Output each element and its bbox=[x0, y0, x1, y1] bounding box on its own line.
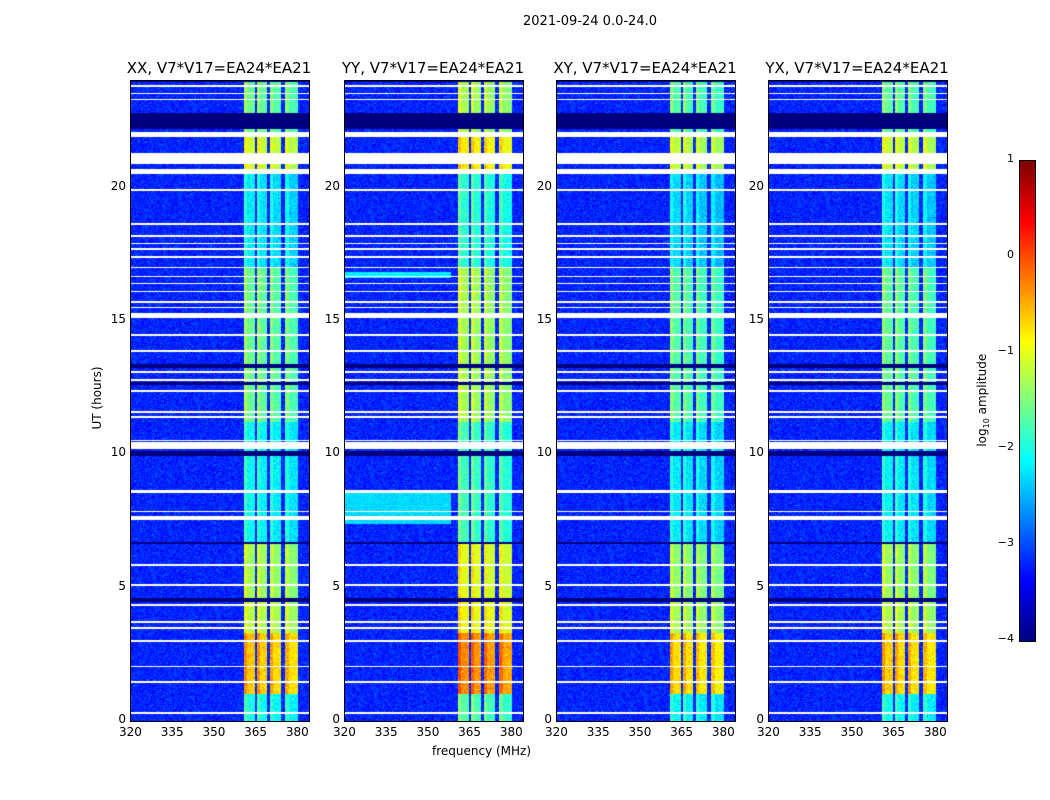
colorbar-label: log10 amplitude bbox=[974, 353, 992, 447]
y-tick-label: 0 bbox=[118, 712, 126, 726]
y-tick-label: 15 bbox=[536, 312, 552, 326]
x-tick-label: 380 bbox=[499, 725, 523, 739]
y-tick-label: 20 bbox=[324, 178, 340, 193]
x-tick-label: 350 bbox=[202, 725, 226, 739]
x-tick-label: 365 bbox=[670, 725, 694, 739]
y-tick-label: 5 bbox=[756, 578, 764, 593]
y-tick-label: 5 bbox=[332, 578, 340, 593]
x-tick-label: 380 bbox=[923, 725, 947, 739]
colorbar bbox=[1019, 160, 1036, 642]
spectrogram-panel bbox=[130, 80, 310, 722]
figure-title: 2021-09-24 0.0-24.0 bbox=[523, 14, 657, 29]
x-tick-label: 335 bbox=[160, 725, 184, 739]
spectrogram-panel bbox=[344, 80, 524, 722]
colorbar-tick-label: −4 bbox=[997, 632, 1014, 645]
colorbar-tick-label: 1 bbox=[1007, 152, 1014, 165]
x-tick-label: 335 bbox=[586, 725, 610, 739]
colorbar-tick-label: −2 bbox=[997, 440, 1014, 453]
x-tick-label: 365 bbox=[882, 725, 906, 739]
x-tick-label: 350 bbox=[628, 725, 652, 739]
x-tick-label: 320 bbox=[333, 725, 356, 739]
y-tick-label: 10 bbox=[110, 445, 126, 460]
y-tick-label: 5 bbox=[118, 578, 126, 593]
panel-title: XY, V7*V17=EA24*EA21 bbox=[553, 59, 737, 77]
y-tick-label: 20 bbox=[748, 178, 764, 193]
colorbar-tick-label: 0 bbox=[1007, 248, 1014, 261]
y-tick-label: 0 bbox=[756, 712, 764, 726]
x-tick-label: 320 bbox=[757, 725, 780, 739]
x-tick-label: 320 bbox=[119, 725, 142, 739]
x-tick-label: 350 bbox=[840, 725, 864, 739]
x-tick-label: 335 bbox=[374, 725, 398, 739]
colorbar-tick-label: −3 bbox=[997, 536, 1014, 549]
x-tick-label: 380 bbox=[285, 725, 309, 739]
y-tick-label: 10 bbox=[536, 445, 552, 460]
y-tick-label: 15 bbox=[748, 312, 764, 326]
x-axis-label: frequency (MHz) bbox=[432, 744, 532, 758]
spectrogram-panel bbox=[768, 80, 948, 722]
y-tick-label: 10 bbox=[324, 445, 340, 460]
panel-title: YY, V7*V17=EA24*EA21 bbox=[341, 59, 525, 77]
y-tick-label: 0 bbox=[332, 712, 340, 726]
y-tick-label: 5 bbox=[544, 578, 552, 593]
y-tick-label: 20 bbox=[536, 178, 552, 193]
x-tick-label: 350 bbox=[416, 725, 440, 739]
y-tick-label: 15 bbox=[110, 312, 126, 326]
y-tick-label: 10 bbox=[748, 445, 764, 460]
y-tick-label: 0 bbox=[544, 712, 552, 726]
spectrogram-panel bbox=[556, 80, 736, 722]
x-tick-label: 320 bbox=[545, 725, 568, 739]
x-tick-label: 365 bbox=[244, 725, 268, 739]
x-tick-label: 365 bbox=[458, 725, 482, 739]
panel-title: XX, V7*V17=EA24*EA21 bbox=[126, 59, 312, 77]
colorbar-tick-label: −1 bbox=[997, 344, 1014, 357]
x-tick-label: 335 bbox=[798, 725, 822, 739]
y-tick-label: 20 bbox=[110, 178, 126, 193]
y-axis-label: UT (hours) bbox=[90, 366, 104, 430]
panel-title: YX, V7*V17=EA24*EA21 bbox=[765, 59, 949, 77]
y-tick-label: 15 bbox=[324, 312, 340, 326]
x-tick-label: 380 bbox=[711, 725, 735, 739]
